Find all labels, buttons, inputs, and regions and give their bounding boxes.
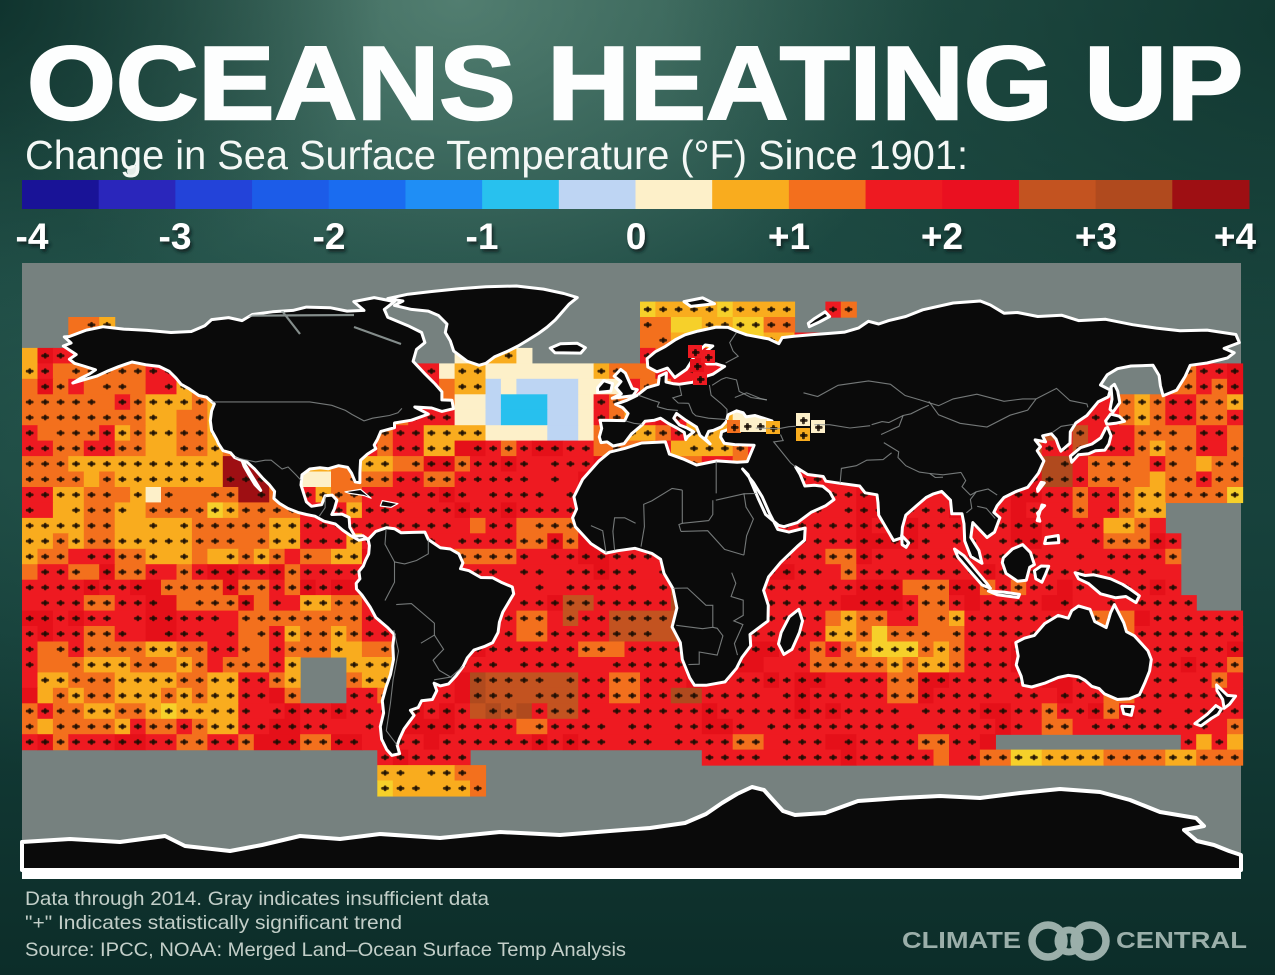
svg-text:-1: -1 [466, 216, 499, 257]
svg-text:CENTRAL: CENTRAL [1116, 927, 1247, 953]
svg-text:+3: +3 [1075, 216, 1117, 257]
svg-text:-4: -4 [16, 216, 49, 257]
svg-text:-3: -3 [159, 216, 192, 257]
svg-text:+2: +2 [921, 216, 963, 257]
svg-text:Change in Sea Surface Temperat: Change in Sea Surface Temperature (°F) S… [25, 132, 968, 178]
svg-text:CLIMATE: CLIMATE [902, 927, 1021, 953]
svg-text:-2: -2 [313, 216, 346, 257]
svg-text:Data through 2014. Gray indica: Data through 2014. Gray indicates insuff… [25, 888, 489, 910]
svg-text:+4: +4 [1214, 216, 1257, 257]
svg-text:0: 0 [626, 216, 647, 257]
svg-text:"+" Indicates statistically si: "+" Indicates statistically significant … [25, 912, 402, 934]
svg-text:OCEANS HEATING UP: OCEANS HEATING UP [27, 26, 1243, 142]
svg-text:+1: +1 [768, 216, 810, 257]
svg-text:Source: IPCC, NOAA: Merged Lan: Source: IPCC, NOAA: Merged Land–Ocean Su… [25, 939, 626, 961]
